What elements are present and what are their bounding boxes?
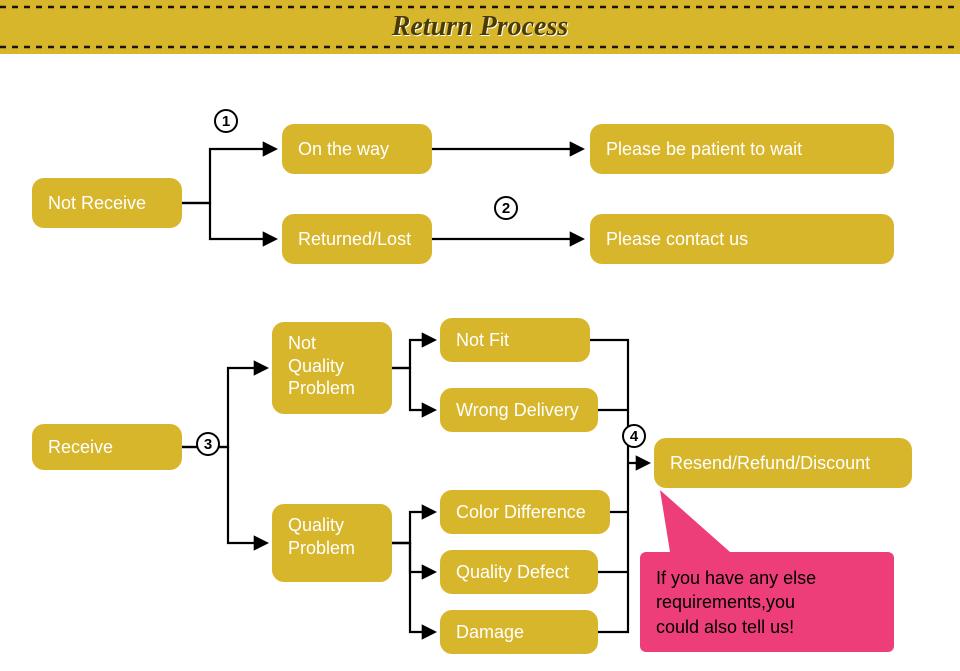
callout-tail <box>660 490 730 552</box>
callout-text: If you have any elserequirements,youcoul… <box>656 568 816 637</box>
page-title: Return Process Return Process <box>392 11 569 43</box>
node-not-receive: Not Receive <box>32 178 182 228</box>
node-contact-us: Please contact us <box>590 214 894 264</box>
node-on-the-way: On the way <box>282 124 432 174</box>
step-badge-3: 3 <box>196 432 220 456</box>
callout-note: If you have any elserequirements,youcoul… <box>640 552 894 652</box>
node-not-quality-problem: NotQualityProblem <box>272 322 392 414</box>
node-returned-lost: Returned/Lost <box>282 214 432 264</box>
node-wrong-delivery: Wrong Delivery <box>440 388 598 432</box>
header-banner: Return Process Return Process <box>0 0 960 54</box>
node-quality-defect: Quality Defect <box>440 550 598 594</box>
flowchart-canvas: Not Receive On the way Returned/Lost Ple… <box>0 54 960 671</box>
step-badge-1: 1 <box>214 109 238 133</box>
node-please-wait: Please be patient to wait <box>590 124 894 174</box>
node-color-difference: Color Difference <box>440 490 610 534</box>
node-resend-refund: Resend/Refund/Discount <box>654 438 912 488</box>
step-badge-4: 4 <box>622 424 646 448</box>
step-badge-2: 2 <box>494 196 518 220</box>
node-receive: Receive <box>32 424 182 470</box>
node-quality-problem: QualityProblem <box>272 504 392 582</box>
node-not-fit: Not Fit <box>440 318 590 362</box>
node-damage: Damage <box>440 610 598 654</box>
